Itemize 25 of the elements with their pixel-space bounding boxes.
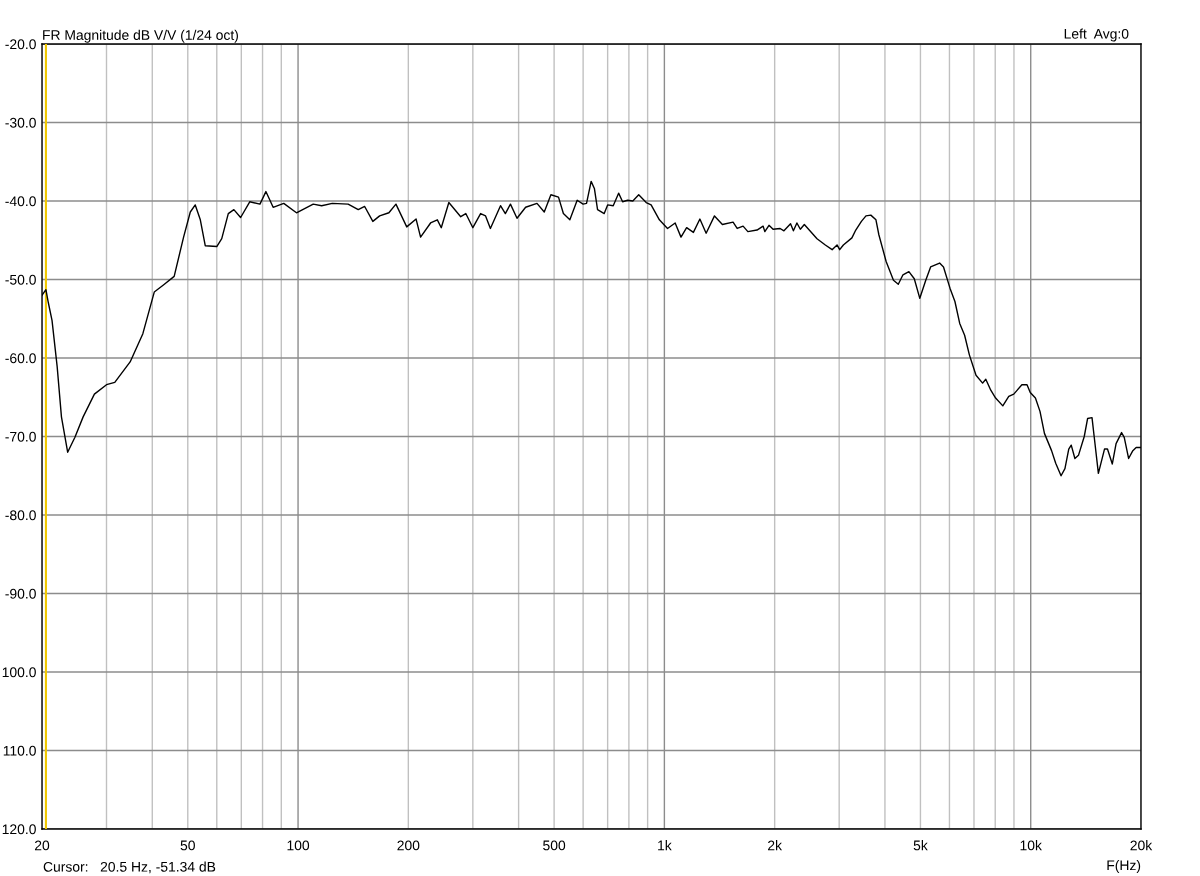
x-tick-label: 100 [287,840,310,851]
y-tick-label: 110.0 [3,745,36,756]
chart-title: FR Magnitude dB V/V (1/24 oct) [43,29,238,43]
x-tick-label: 50 [180,840,195,851]
y-tick-label: -30.0 [5,117,36,128]
text: Left Avg:0 [1064,28,1129,42]
x-tick-label: 200 [397,840,420,851]
x-tick-label: 500 [543,840,566,851]
y-tick-label: -50.0 [5,274,36,285]
y-tick-label: -90.0 [5,588,36,599]
x-tick-label: 20 [34,840,50,851]
y-tick-label: -60.0 [5,353,36,364]
x-axis-title: F(Hz) [1107,860,1141,873]
y-tick-label: -20.0 [5,39,36,50]
y-tick-label: -70.0 [5,431,36,442]
y-tick-label: -40.0 [5,196,36,207]
text: Cursor: 20.5 Hz, -51.34 dB [43,861,216,874]
y-tick-label: -80.0 [5,510,36,521]
y-tick-label: 120.0 [2,824,36,835]
x-tick-label: 5k [913,840,928,851]
x-tick-label: 10k [1020,840,1042,851]
x-tick-label: 2k [768,840,783,851]
x-tick-label: 20k [1130,840,1153,851]
y-tick-label: 100.0 [2,667,36,678]
x-tick-label: 1k [658,840,672,851]
